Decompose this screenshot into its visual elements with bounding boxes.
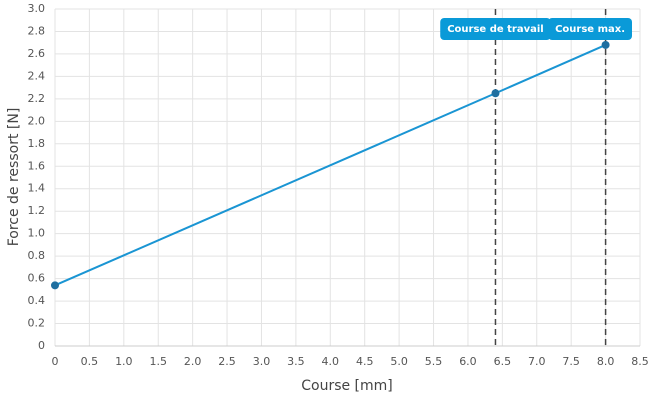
y-tick-label: 0.4	[28, 294, 46, 307]
x-tick-label: 7.5	[562, 355, 580, 368]
x-tick-label: 3.5	[287, 355, 305, 368]
annotation-box	[440, 18, 551, 40]
y-tick-label: 2.6	[28, 47, 46, 60]
x-tick-label: 2.5	[218, 355, 236, 368]
annotation-box	[548, 18, 632, 40]
annotation-label: Course de travail	[447, 24, 543, 35]
y-axis-title: Force de ressort [N]	[6, 108, 22, 247]
point	[491, 89, 500, 98]
y-tick-label: 0.8	[28, 249, 46, 262]
x-tick-label: 7.0	[528, 355, 546, 368]
x-tick-label: 4.0	[322, 355, 340, 368]
x-tick-label: 6.5	[494, 355, 512, 368]
x-axis-title: Course [mm]	[301, 378, 393, 394]
y-tick-label: 1.0	[28, 227, 46, 240]
x-tick-label: 8.0	[597, 355, 615, 368]
y-tick-label: 0.2	[28, 317, 46, 330]
y-tick-label: 2.4	[28, 69, 46, 82]
x-tick-label: 2.0	[184, 355, 202, 368]
y-tick-label: 0	[38, 339, 45, 352]
y-tick-label: 1.2	[28, 204, 46, 217]
point	[601, 40, 610, 49]
y-tick-label: 0.6	[28, 272, 46, 285]
x-tick-label: 6.0	[459, 355, 477, 368]
x-tick-label: 5.5	[425, 355, 443, 368]
annotation: Course de travail	[440, 18, 551, 40]
x-tick-label: 8.5	[631, 355, 649, 368]
y-tick-label: 1.4	[28, 182, 46, 195]
y-tick-label: 2.8	[28, 24, 46, 37]
y-tick-label: 2.2	[28, 92, 46, 105]
point	[51, 281, 59, 290]
y-tick-label: 3.0	[28, 2, 46, 15]
x-tick-label: 0.5	[81, 355, 99, 368]
y-tick-label: 1.8	[28, 137, 46, 150]
x-tick-label: 1.0	[115, 355, 133, 368]
annotation-label: Course max.	[555, 24, 625, 35]
x-tick-label: 1.5	[149, 355, 167, 368]
y-tick-label: 1.6	[28, 159, 46, 172]
y-tick-label: 2.0	[28, 114, 46, 127]
x-tick-label: 3.0	[253, 355, 271, 368]
annotation: Course max.	[548, 18, 632, 40]
x-tick-label: 5.0	[390, 355, 408, 368]
x-tick-label: 0	[52, 355, 59, 368]
x-tick-label: 4.5	[356, 355, 374, 368]
